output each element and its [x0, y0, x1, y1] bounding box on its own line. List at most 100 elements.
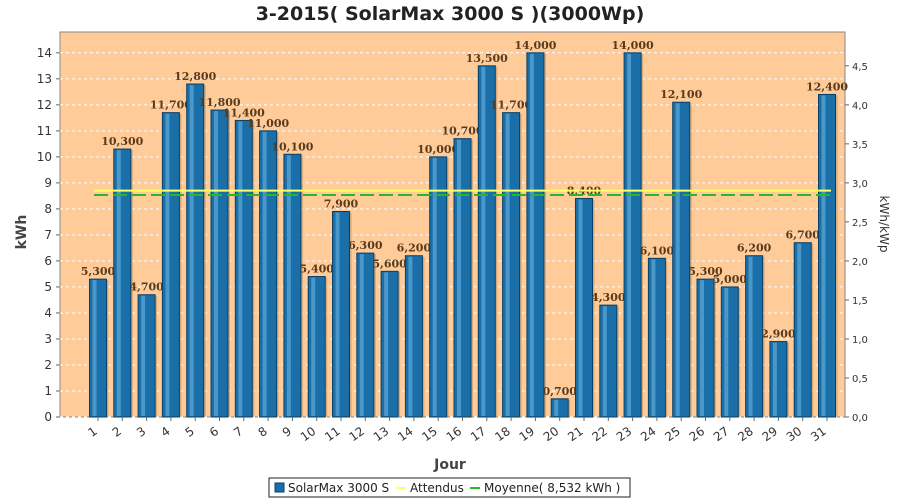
bar-data-label: 11,800	[198, 96, 240, 109]
x-tick-label: 5	[183, 424, 197, 440]
bar-highlight	[335, 212, 340, 416]
bar-data-label: 4,700	[129, 281, 164, 294]
x-tick-label: 16	[444, 424, 465, 444]
bar-highlight	[821, 95, 826, 416]
bar-highlight	[214, 111, 218, 417]
x-tick-label: 29	[760, 424, 781, 444]
bar	[502, 112, 521, 418]
bar-highlight	[92, 280, 97, 416]
bar-highlight	[311, 277, 316, 416]
y-tick-label: 5	[44, 280, 52, 294]
bar-highlight	[432, 157, 437, 416]
bar-data-label: 5,400	[299, 263, 334, 276]
bar	[453, 138, 472, 418]
y-tick-label: 0	[44, 410, 52, 424]
y-tick-label: 6	[44, 254, 52, 268]
x-tick-label: 22	[589, 424, 610, 444]
y2-tick-label: 2,0	[852, 257, 868, 268]
bar-data-label: 10,100	[271, 140, 313, 153]
y-tick-label: 7	[44, 228, 52, 242]
x-tick-label: 14	[395, 424, 416, 444]
legend: SolarMax 3000 S Attendus Moyenne( 8,532 …	[268, 477, 631, 498]
bar	[259, 130, 278, 418]
bar	[89, 278, 107, 418]
legend-label-solarmax: SolarMax 3000 S	[288, 481, 389, 495]
x-tick-label: 21	[565, 424, 586, 444]
bar	[356, 252, 375, 418]
x-tick-label: 8	[256, 424, 270, 440]
bar-highlight	[238, 121, 243, 416]
x-tick-label: 27	[711, 424, 732, 444]
bar-highlight	[141, 295, 146, 416]
x-tick-label: 3	[134, 424, 148, 440]
x-tick-label: 13	[371, 424, 392, 444]
bar-data-label: 5,600	[372, 257, 407, 270]
chart-title: 3-2015( SolarMax 3000 S )(3000Wp)	[256, 3, 645, 25]
bar-data-label: 14,000	[612, 39, 654, 52]
x-axis-label: Jour	[433, 457, 466, 473]
bar	[599, 304, 618, 418]
bar	[307, 276, 326, 418]
bar-highlight	[384, 272, 389, 416]
x-tick-label: 23	[614, 424, 635, 444]
y-tick-label: 4	[44, 306, 52, 320]
y2-axis-label: kWh/kWp	[877, 196, 891, 253]
x-tick-label: 17	[468, 424, 489, 444]
bar	[769, 341, 788, 418]
x-tick-label: 20	[541, 424, 562, 444]
bar-highlight	[602, 306, 607, 416]
bar-highlight	[529, 53, 534, 416]
bar-data-label: 5,300	[81, 265, 116, 278]
x-tick-label: 18	[492, 424, 513, 444]
bar-highlight	[748, 256, 753, 416]
y2-tick-label: 0,0	[852, 413, 868, 424]
bar-highlight	[286, 155, 291, 416]
bar	[793, 242, 812, 418]
y2-tick-label: 1,0	[852, 335, 868, 346]
y2-tick-label: 4,5	[852, 62, 868, 73]
bar	[575, 197, 593, 418]
x-tick-label: 31	[808, 424, 829, 444]
bar-data-label: 11,400	[223, 106, 265, 119]
y-tick-label: 9	[44, 176, 52, 190]
bar	[380, 270, 399, 418]
bar-highlight	[772, 342, 777, 416]
legend-box	[268, 477, 631, 498]
y2-tick-label: 4,0	[852, 101, 868, 112]
bar-highlight	[797, 243, 802, 416]
bar-data-label: 12,100	[660, 88, 702, 101]
legend-label-moyenne: Moyenne( 8,532 kWh )	[484, 481, 620, 495]
bar-highlight	[189, 85, 194, 416]
x-tick-label: 15	[419, 424, 440, 444]
bar-data-label: 10,000	[417, 143, 459, 156]
bar-data-label: 7,900	[324, 197, 359, 210]
y-tick-label: 10	[37, 150, 52, 164]
y2-tick-label: 3,0	[852, 179, 868, 190]
bar-highlight	[262, 131, 267, 416]
x-tick-label: 25	[662, 424, 683, 444]
x-tick-label: 7	[231, 424, 245, 440]
legend-swatch-solarmax	[274, 482, 285, 493]
x-tick-label: 30	[784, 424, 805, 444]
x-tick-label: 12	[346, 424, 367, 444]
x-tick-label: 10	[298, 424, 319, 444]
bar-data-label: 12,400	[806, 80, 848, 93]
y2-tick-label: 3,5	[852, 140, 868, 151]
x-tick-label: 28	[735, 424, 756, 444]
y2-tick-label: 2,5	[852, 218, 868, 229]
bar-data-label: 6,700	[785, 229, 820, 242]
bar-highlight	[457, 139, 461, 417]
bar	[623, 52, 642, 418]
x-tick-label: 26	[687, 424, 708, 444]
bar-data-label: 5,000	[713, 273, 748, 286]
bar-highlight	[359, 254, 364, 416]
y2-tick-label: 1,5	[852, 296, 868, 307]
bar-highlight	[578, 199, 583, 416]
x-tick-label: 4	[158, 424, 172, 440]
y-tick-label: 3	[44, 332, 52, 346]
y-tick-label: 14	[37, 46, 52, 60]
bar	[186, 83, 205, 418]
y-tick-label: 1	[44, 384, 52, 398]
